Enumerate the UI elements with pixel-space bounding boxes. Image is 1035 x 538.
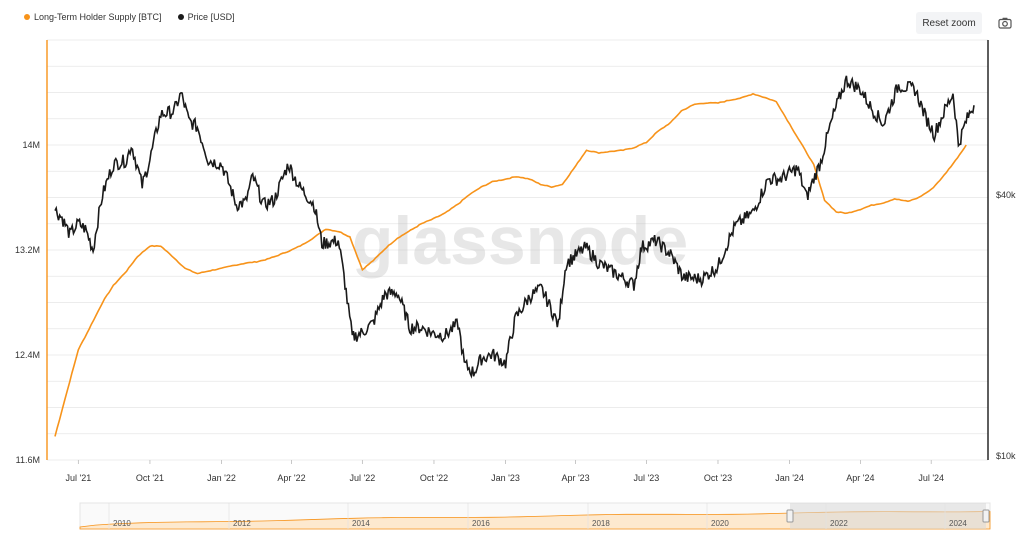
navigator-tick-label: 2022 (830, 519, 848, 528)
navigator-axis: 2010 2012 2014 2016 2018 2020 2022 2024 (108, 503, 967, 529)
navigator-tick-label: 2024 (949, 519, 967, 528)
x-tick-label: Jul '22 (350, 473, 376, 483)
navigator-tick-label: 2020 (711, 519, 729, 528)
x-tick-label: Oct '22 (420, 473, 448, 483)
navigator-tick-label: 2012 (233, 519, 251, 528)
navigator-handle-left[interactable] (786, 509, 794, 523)
right-y-axis: $10k $40k (996, 190, 1016, 461)
y-right-tick-label: $40k (996, 190, 1016, 200)
navigator-tick-label: 2010 (113, 519, 131, 528)
x-tick-label: Jul '24 (918, 473, 944, 483)
legend-item-price[interactable]: Price [USD] (177, 12, 235, 22)
y-right-tick-label: $10k (996, 451, 1016, 461)
x-tick-label: Apr '22 (277, 473, 305, 483)
legend-label-price: Price [USD] (187, 12, 235, 22)
left-y-axis: 11.6M 12.4M 13.2M 14M (15, 140, 40, 465)
navigator-tick-label: 2014 (352, 519, 370, 528)
legend: Long-Term Holder Supply [BTC] Price [USD… (24, 12, 235, 22)
x-tick-label: Oct '21 (136, 473, 164, 483)
lth-supply-line (54, 92, 967, 437)
y-left-tick-label: 14M (22, 140, 40, 150)
x-tick-label: Apr '24 (846, 473, 874, 483)
x-tick-label: Jan '24 (775, 473, 804, 483)
price-line (54, 75, 975, 379)
x-tick-label: Jul '23 (634, 473, 660, 483)
navigator-tick-label: 2016 (472, 519, 490, 528)
camera-icon[interactable] (994, 12, 1016, 34)
y-left-tick-label: 12.4M (15, 350, 40, 360)
x-tick-label: Jul '21 (65, 473, 91, 483)
navigator-tick-label: 2018 (592, 519, 610, 528)
legend-item-lth[interactable]: Long-Term Holder Supply [BTC] (24, 12, 162, 22)
y-left-tick-label: 11.6M (16, 455, 40, 465)
x-axis: Jul '21 Oct '21 Jan '22 Apr '22 Jul '22 Oct '… (65, 460, 944, 483)
watermark: glassnode (352, 203, 688, 279)
x-tick-label: Apr '23 (561, 473, 589, 483)
y-left-tick-label: 13.2M (15, 245, 40, 255)
legend-dot-lth (24, 14, 30, 20)
x-tick-label: Jan '22 (207, 473, 236, 483)
legend-label-lth: Long-Term Holder Supply [BTC] (34, 12, 162, 22)
navigator-selection[interactable] (790, 503, 986, 529)
x-tick-label: Oct '23 (704, 473, 732, 483)
navigator[interactable]: 2010 2012 2014 2016 2018 2020 2022 2024 (79, 502, 991, 530)
navigator-handle-right[interactable] (982, 509, 990, 523)
x-tick-label: Jan '23 (491, 473, 520, 483)
legend-dot-price (177, 14, 184, 20)
reset-zoom-button[interactable]: Reset zoom (916, 12, 982, 34)
